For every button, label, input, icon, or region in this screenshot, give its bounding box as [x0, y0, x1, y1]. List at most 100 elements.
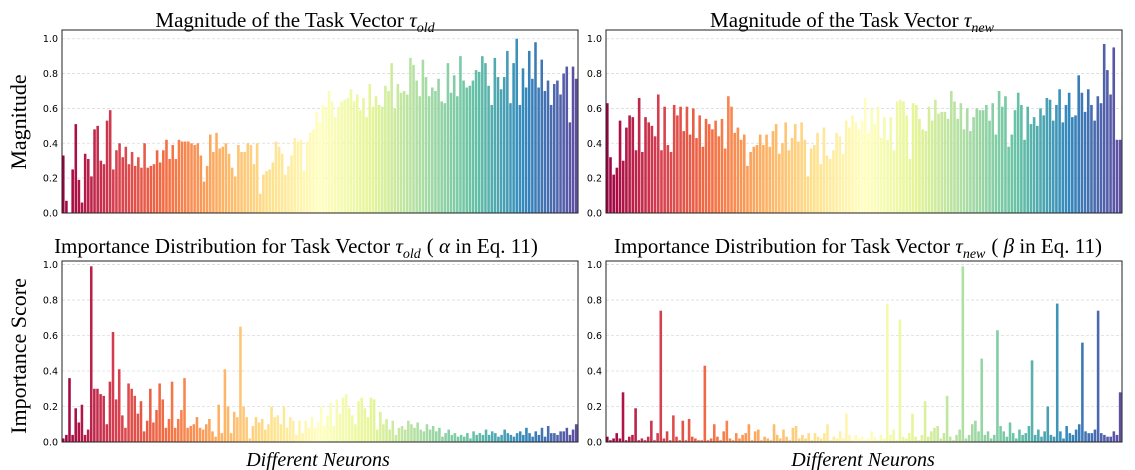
bar	[230, 167, 234, 213]
bar	[201, 429, 205, 442]
bar	[493, 57, 497, 213]
bar	[1033, 434, 1037, 442]
bar	[666, 145, 670, 213]
bar	[787, 150, 791, 213]
bar	[653, 440, 656, 442]
bar	[1106, 70, 1109, 213]
bar	[901, 436, 905, 442]
bar	[763, 436, 766, 442]
bar	[534, 42, 537, 214]
bar	[292, 420, 295, 442]
bar	[427, 96, 431, 213]
bar	[475, 434, 478, 442]
bar	[625, 127, 628, 213]
bar	[892, 429, 895, 442]
bar	[96, 388, 99, 442]
bar	[1112, 431, 1116, 442]
bar	[193, 145, 196, 213]
bar	[190, 143, 193, 213]
bar	[779, 438, 782, 442]
bar	[440, 101, 443, 213]
bar	[1071, 434, 1075, 442]
bar	[829, 440, 832, 442]
bar	[1081, 342, 1084, 442]
bar	[546, 426, 550, 442]
bar	[746, 165, 749, 213]
y-tick-label: 0.4	[587, 139, 602, 150]
bar	[528, 433, 531, 442]
bar	[1045, 97, 1049, 213]
y-tick-label: 0.0	[587, 438, 602, 449]
bar	[873, 124, 877, 213]
bar	[640, 438, 644, 442]
bar	[299, 139, 303, 213]
bar	[663, 106, 666, 213]
bar	[832, 436, 836, 442]
bar	[438, 427, 441, 442]
bar	[634, 150, 638, 213]
bar	[924, 131, 928, 213]
bar	[647, 122, 651, 213]
bar	[662, 438, 666, 442]
bar	[1065, 426, 1068, 442]
bar	[1055, 104, 1058, 213]
bar	[391, 420, 395, 442]
bar	[687, 418, 691, 442]
bar	[446, 63, 450, 213]
bar	[1013, 110, 1017, 213]
y-tick-label: 0.8	[587, 296, 602, 307]
bar	[801, 434, 804, 442]
bar	[568, 122, 572, 213]
bar	[986, 431, 990, 442]
bar	[615, 433, 619, 442]
bar	[1016, 92, 1020, 213]
bar	[232, 411, 236, 442]
bar	[543, 436, 547, 442]
bar	[326, 415, 329, 442]
bar	[332, 426, 335, 442]
bar	[1004, 96, 1007, 213]
bar	[550, 433, 553, 442]
bar	[766, 438, 770, 442]
bar	[1058, 89, 1061, 213]
bar	[1000, 106, 1004, 213]
bar	[774, 124, 778, 213]
bar	[920, 434, 924, 442]
bar	[65, 200, 68, 213]
bar	[127, 164, 131, 213]
bar	[111, 331, 115, 442]
bar	[177, 418, 180, 442]
bar	[934, 99, 937, 213]
bar	[672, 415, 675, 442]
bar	[656, 94, 660, 213]
bar	[739, 139, 743, 213]
bar	[835, 438, 839, 442]
bar	[835, 132, 838, 213]
bar	[1048, 99, 1052, 213]
bar	[950, 91, 953, 213]
bar	[1099, 433, 1103, 442]
bar	[265, 171, 268, 213]
bar	[68, 378, 71, 442]
bar	[940, 111, 944, 213]
bar	[224, 143, 228, 213]
bar	[757, 429, 760, 442]
bar	[753, 431, 757, 442]
bar	[860, 120, 864, 213]
bar	[828, 158, 832, 213]
bar	[86, 429, 90, 442]
bar	[62, 438, 65, 442]
bar	[644, 117, 647, 213]
bar	[384, 85, 387, 213]
bar	[431, 87, 434, 213]
bar	[360, 397, 363, 442]
bar	[981, 110, 985, 213]
bar	[465, 87, 468, 213]
bar	[422, 431, 426, 442]
bar	[1103, 434, 1106, 442]
bar	[1007, 146, 1010, 213]
bar	[293, 138, 296, 213]
bar	[694, 438, 697, 442]
bar	[962, 129, 966, 213]
bar	[848, 127, 851, 213]
